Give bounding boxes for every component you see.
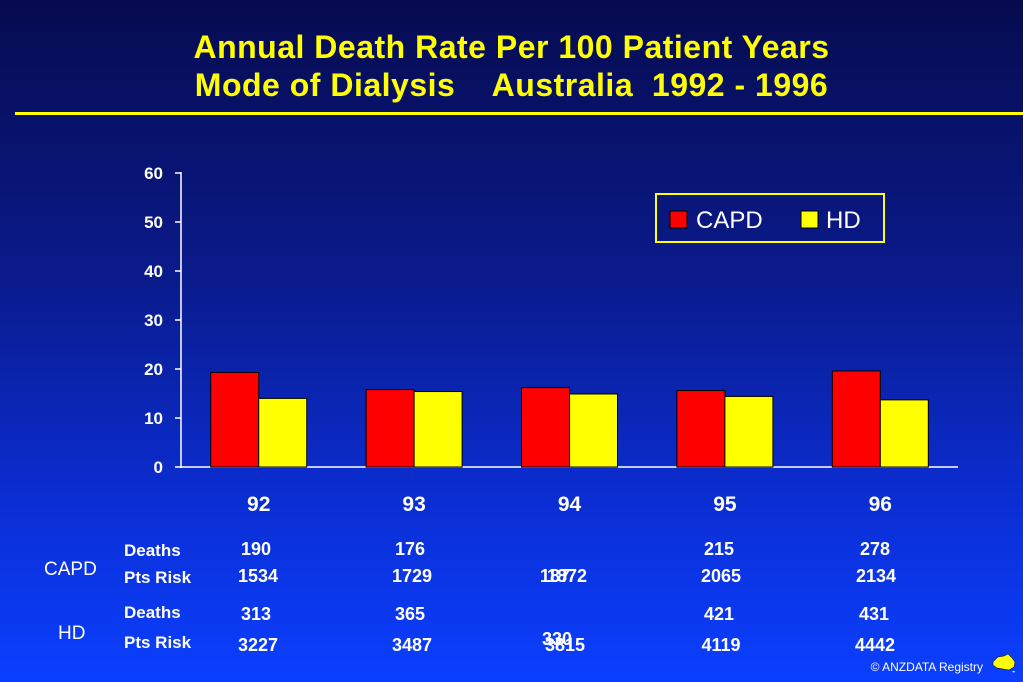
table-cell: 3487 (391, 635, 433, 655)
group-label-hd: HD (58, 623, 86, 644)
y-tick-label: 60 (144, 164, 163, 183)
bar-hd-93 (413, 391, 463, 468)
table-cell-overlap: 187 (539, 566, 571, 586)
row-label-hd-deaths: Deaths (124, 603, 181, 622)
table-cell-overlap: 3815 (544, 635, 586, 655)
table-cell-overlap: 1872 (546, 566, 588, 586)
bar-capd-94 (521, 387, 570, 468)
table-cell: 2065 (700, 566, 742, 586)
row-label-hd-pts-risk: Pts Risk (124, 633, 192, 652)
legend-swatch-hd (800, 210, 819, 229)
x-tick-labels: 92 93 94 95 96 (247, 493, 892, 516)
bar-capd-93 (365, 389, 415, 468)
table-cell: 2134 (855, 566, 897, 586)
bars (210, 370, 929, 468)
row-label-capd-deaths: Deaths (124, 541, 181, 560)
bar-hd-92 (258, 397, 308, 468)
table-cell: 313 (240, 604, 272, 624)
y-tick-label: 50 (144, 213, 163, 232)
y-tick-label: 40 (144, 262, 163, 281)
y-tick-label: 30 (144, 311, 163, 330)
bar-hd-94 (569, 393, 618, 468)
y-tick-label: 0 (154, 458, 163, 477)
table-cell: 4442 (854, 635, 896, 655)
y-tick-label: 10 (144, 409, 163, 428)
x-tick-label: 93 (402, 493, 425, 516)
x-tick-label: 92 (247, 493, 270, 516)
table-cell: 365 (394, 604, 426, 624)
table-cell: 421 (703, 604, 735, 624)
table-cell: 1534 (237, 566, 279, 586)
table-cell: 215 (703, 539, 735, 559)
table-cell: 4119 (701, 635, 741, 655)
x-tick-label: 96 (869, 493, 892, 516)
legend-box (655, 193, 885, 243)
bar-capd-95 (676, 390, 726, 468)
legend-swatch-capd (669, 210, 688, 229)
bar-hd-95 (724, 395, 774, 468)
title-line-1: Annual Death Rate Per 100 Patient Years (193, 29, 830, 65)
bar-capd-96 (831, 370, 881, 468)
table-cell: 3227 (237, 635, 279, 655)
row-label-capd-pts-risk: Pts Risk (124, 568, 192, 587)
bar-capd-92 (210, 371, 260, 468)
group-label-capd: CAPD (44, 559, 97, 580)
copyright-text: © ANZDATA Registry (870, 660, 983, 674)
table-cell-overlap: 330 (541, 629, 573, 649)
bar-hd-96 (879, 399, 929, 468)
legend: CAPD HD (655, 193, 885, 243)
legend-label-hd: HD (826, 207, 861, 234)
table-cell: 176 (394, 539, 426, 559)
table-cell: 278 (859, 539, 891, 559)
x-tick-label: 95 (713, 493, 737, 516)
legend-label-capd: CAPD (696, 207, 763, 234)
table-cell: 190 (240, 539, 272, 559)
anzdata-logo-icon (992, 653, 1016, 673)
x-tick-label: 94 (558, 493, 582, 516)
chart-title: Annual Death Rate Per 100 Patient Years … (0, 28, 1023, 104)
y-ticks: 0 10 20 30 40 50 60 (144, 164, 181, 477)
table-cell: 1729 (391, 566, 433, 586)
title-line-2: Mode of Dialysis Australia 1992 - 1996 (194, 67, 829, 103)
title-underline (15, 112, 1023, 115)
y-tick-label: 20 (144, 360, 163, 379)
table-cell: 431 (858, 604, 890, 624)
